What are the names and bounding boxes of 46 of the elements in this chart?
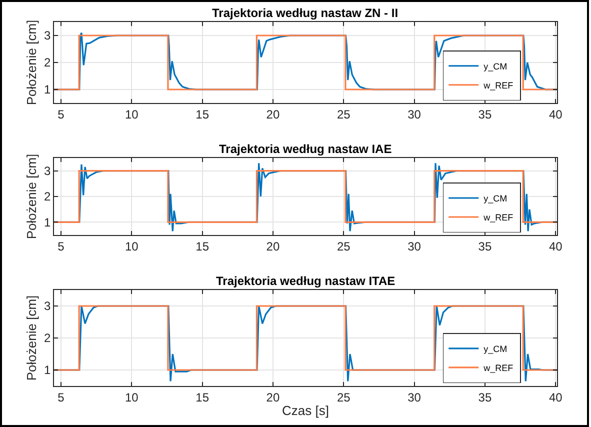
legend-label: y_CM bbox=[484, 344, 508, 354]
x-tick-label: 10 bbox=[124, 107, 139, 122]
chart-title: Trajektoria według nastaw ZN - II bbox=[212, 6, 398, 20]
legend-label: w_REF bbox=[482, 212, 514, 222]
legend-label: y_CM bbox=[484, 61, 508, 72]
x-tick-label: 30 bbox=[408, 239, 422, 254]
chart-title: Trajektoria według nastaw ITAE bbox=[216, 274, 396, 288]
x-tick-label: 30 bbox=[408, 390, 422, 404]
chart-title: Trajektoria według nastaw IAE bbox=[219, 142, 392, 156]
y-tick-label: 1 bbox=[44, 363, 51, 378]
legend-label: y_CM bbox=[484, 194, 508, 204]
x-axis-title: Czas [s] bbox=[282, 402, 329, 418]
x-tick-label: 35 bbox=[478, 390, 492, 404]
x-tick-label: 40 bbox=[548, 107, 563, 122]
y-tick-label: 3 bbox=[44, 164, 51, 178]
x-tick-label: 40 bbox=[548, 239, 563, 254]
legend-label: w_REF bbox=[482, 80, 514, 90]
y-tick-label: 2 bbox=[44, 56, 51, 70]
y-axis-title: Położenie [cm] bbox=[24, 295, 39, 381]
x-tick-label: 20 bbox=[266, 390, 280, 404]
x-tick-label: 25 bbox=[336, 107, 351, 122]
x-tick-label: 5 bbox=[58, 239, 65, 254]
y-axis-title: Położenie [cm] bbox=[24, 154, 39, 240]
y-tick-label: 1 bbox=[44, 82, 51, 97]
y-axis-title: Położenie [cm] bbox=[24, 20, 39, 106]
x-tick-label: 15 bbox=[196, 107, 210, 122]
x-tick-label: 10 bbox=[124, 390, 139, 404]
x-tick-label: 10 bbox=[124, 239, 139, 254]
x-tick-label: 30 bbox=[408, 107, 422, 122]
x-tick-label: 15 bbox=[196, 390, 210, 404]
x-tick-label: 25 bbox=[336, 239, 351, 254]
x-tick-label: 35 bbox=[478, 107, 492, 122]
x-tick-label: 20 bbox=[266, 107, 280, 122]
y-tick-label: 3 bbox=[44, 28, 51, 43]
y-tick-label: 3 bbox=[44, 299, 51, 314]
legend-label: w_REF bbox=[482, 362, 514, 373]
x-tick-label: 35 bbox=[478, 239, 492, 254]
y-tick-label: 2 bbox=[44, 331, 51, 346]
y-tick-label: 1 bbox=[44, 215, 51, 230]
x-tick-label: 5 bbox=[58, 390, 65, 404]
x-tick-label: 15 bbox=[196, 239, 210, 254]
x-tick-label: 20 bbox=[266, 239, 280, 254]
x-tick-label: 25 bbox=[336, 390, 351, 404]
x-tick-label: 5 bbox=[58, 107, 65, 122]
y-tick-label: 2 bbox=[44, 190, 51, 204]
x-tick-label: 40 bbox=[548, 390, 563, 404]
